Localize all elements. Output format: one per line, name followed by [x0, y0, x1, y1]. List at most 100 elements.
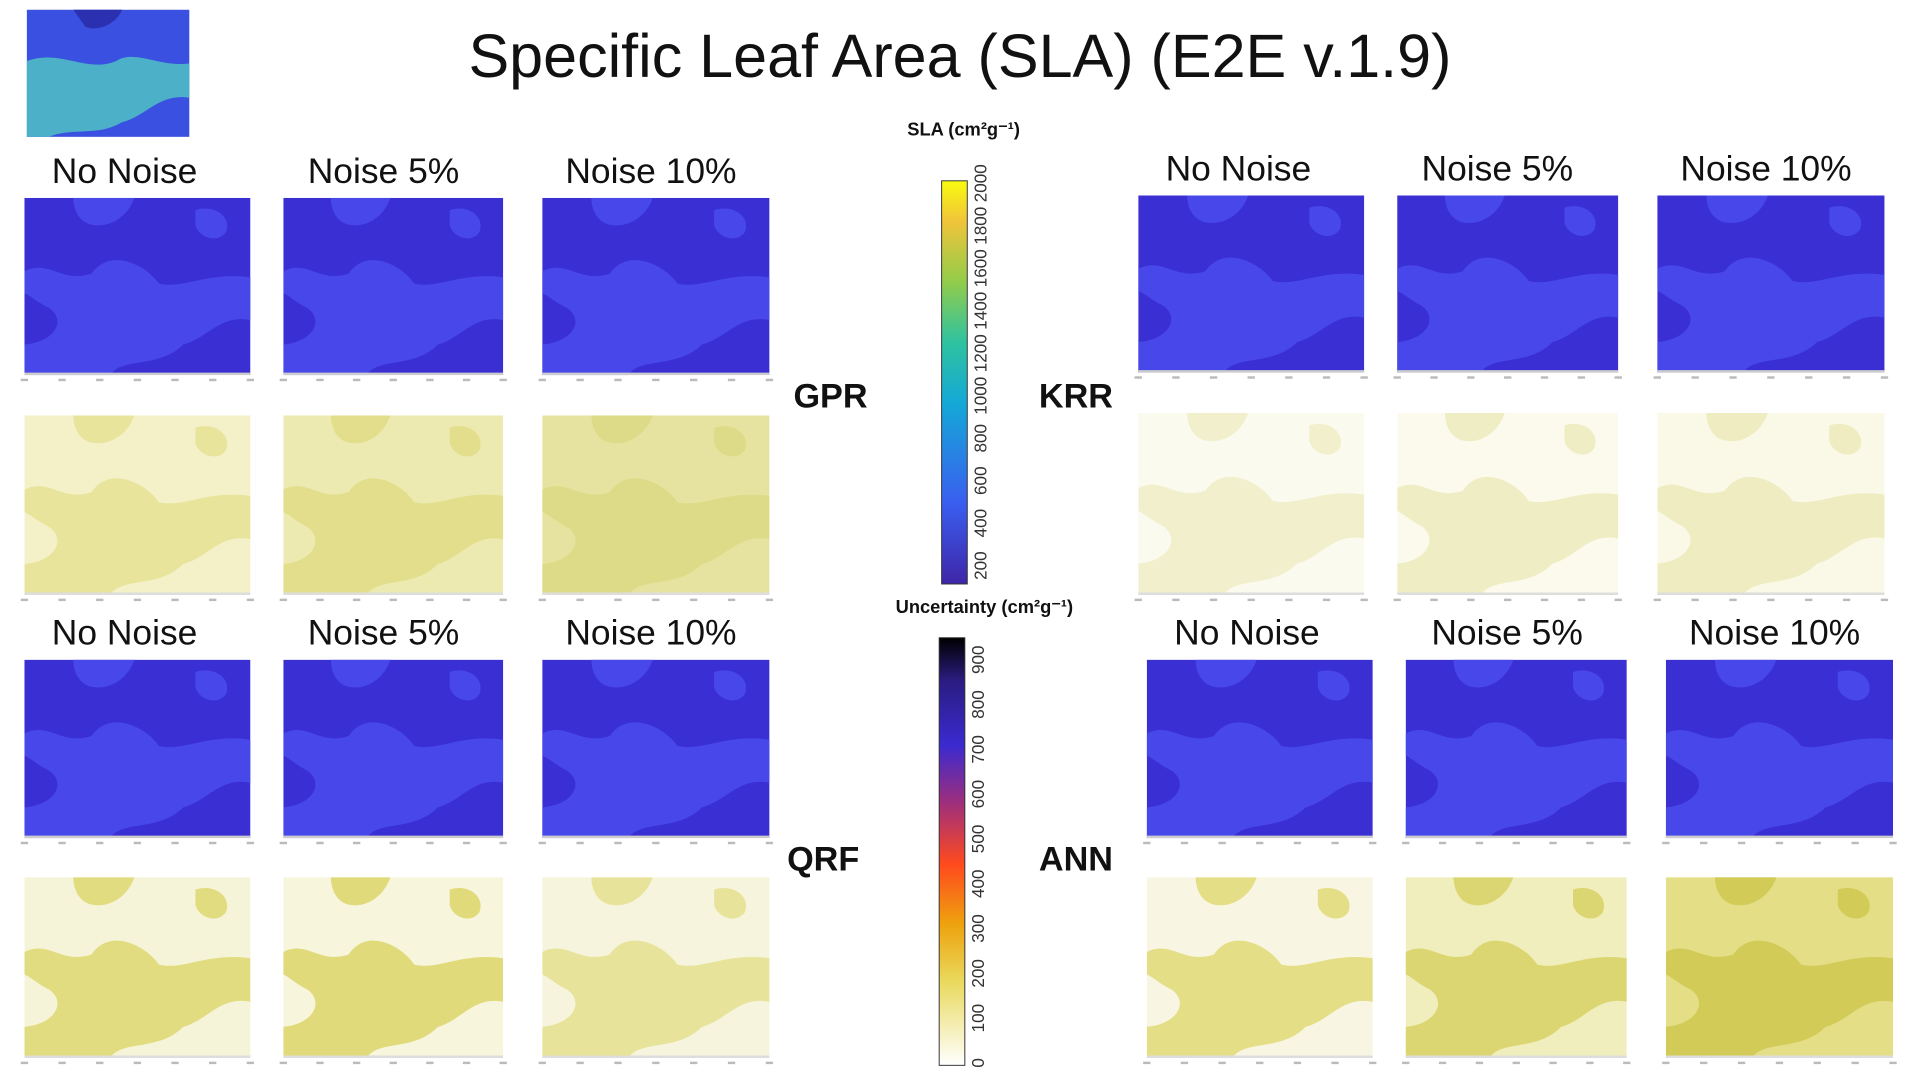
- sla-map: [24, 659, 251, 839]
- axis-tick: [1842, 376, 1851, 379]
- column-header: Noise 10%: [565, 613, 736, 653]
- sla-map: [24, 197, 251, 376]
- axis-tick: [20, 598, 29, 602]
- axis-tick: [1586, 841, 1594, 845]
- axis-tick: [690, 841, 698, 845]
- column-header: Noise 5%: [308, 613, 460, 653]
- axis-tick: [727, 378, 736, 382]
- axis-tick: [426, 1061, 434, 1065]
- axis-tick: [1549, 841, 1557, 845]
- axis-tick: [1402, 1061, 1410, 1065]
- axis-tick: [690, 1061, 698, 1065]
- axis-tick: [1293, 841, 1302, 845]
- axis-tick: [499, 378, 507, 382]
- column-header: Noise 10%: [1689, 613, 1860, 653]
- axis-tick: [1180, 1061, 1189, 1065]
- colorbar-tick-label: 800: [969, 690, 988, 719]
- colorbar-tick-label: 400: [969, 869, 988, 898]
- colorbar-tick-label: 1400: [971, 292, 990, 330]
- method-label: ANN: [1039, 840, 1113, 878]
- axis-tick: [1577, 376, 1586, 379]
- axis-tick: [1218, 841, 1226, 845]
- axis-tick: [171, 378, 179, 382]
- axis-tick: [1360, 376, 1368, 379]
- axis-tick: [1775, 1061, 1784, 1065]
- axis-tick: [462, 1061, 471, 1065]
- colorbar-tick-label: 300: [969, 914, 988, 943]
- axis-tick: [171, 1061, 179, 1065]
- axis-tick: [1467, 598, 1475, 602]
- colorbar-label: SLA (cm²g⁻¹): [907, 119, 1020, 140]
- axis-tick: [96, 841, 104, 845]
- axis-tick: [1813, 1061, 1821, 1065]
- sla-map: [283, 197, 504, 376]
- uncertainty-map: [1657, 412, 1885, 595]
- axis-tick: [171, 598, 179, 602]
- column-header: Noise 10%: [565, 151, 736, 191]
- colorbar-tick-label: 600: [971, 466, 990, 495]
- colorbar-tick-label: 0: [969, 1058, 988, 1068]
- axis-tick: [576, 378, 584, 382]
- axis-tick: [1369, 841, 1377, 845]
- axis-tick: [1430, 598, 1438, 602]
- axis-tick: [1256, 1061, 1264, 1065]
- colorbar-tick-label: 2000: [971, 164, 990, 202]
- axis-tick: [1540, 598, 1549, 602]
- axis-tick: [1360, 598, 1368, 602]
- axis-tick: [652, 378, 660, 382]
- axis-tick: [1614, 376, 1622, 379]
- colorbar-tick-label: 200: [969, 959, 988, 988]
- sla-map: [1146, 659, 1373, 839]
- axis-tick: [1438, 841, 1447, 845]
- axis-tick: [690, 598, 698, 602]
- axis-tick: [389, 841, 397, 845]
- axis-tick: [58, 1061, 66, 1065]
- uncertainty-map: [542, 415, 770, 595]
- axis-tick: [538, 378, 546, 382]
- axis-tick: [538, 1061, 546, 1065]
- axis-tick: [1662, 841, 1670, 845]
- axis-tick: [1775, 841, 1784, 845]
- axis-tick: [209, 378, 217, 382]
- axis-tick: [1504, 376, 1512, 379]
- axis-tick: [1805, 376, 1813, 379]
- axis-tick: [765, 1061, 774, 1065]
- axis-tick: [1737, 841, 1746, 845]
- axis-tick: [1540, 376, 1549, 379]
- uncertainty-map: [1146, 877, 1373, 1059]
- axis-tick: [246, 841, 255, 845]
- colorbar-tick-label: 400: [971, 509, 990, 538]
- axis-tick: [462, 378, 471, 382]
- axis-tick: [1504, 598, 1512, 602]
- colorbar-tick-label: 1600: [971, 249, 990, 287]
- axis-tick: [316, 1061, 324, 1065]
- axis-tick: [352, 378, 361, 382]
- colorbar-tick-label: 100: [969, 1004, 988, 1033]
- axis-tick: [1467, 376, 1475, 379]
- axis-tick: [171, 841, 179, 845]
- axis-tick: [133, 841, 142, 845]
- axis-tick: [246, 378, 255, 382]
- colorbar-tick-label: 800: [971, 424, 990, 453]
- axis-tick: [576, 841, 584, 845]
- axis-tick: [652, 1061, 660, 1065]
- axis-tick: [389, 378, 397, 382]
- axis-tick: [1134, 598, 1142, 602]
- axis-tick: [20, 378, 29, 382]
- axis-tick: [1402, 841, 1410, 845]
- axis-tick: [279, 1061, 288, 1065]
- axis-tick: [1691, 598, 1699, 602]
- axis-tick: [1512, 841, 1520, 845]
- axis-tick: [58, 598, 66, 602]
- axis-tick: [690, 378, 698, 382]
- axis-tick: [652, 841, 660, 845]
- axis-tick: [1475, 841, 1484, 845]
- axis-tick: [1700, 841, 1708, 845]
- column-header: Noise 10%: [1680, 148, 1851, 188]
- axis-tick: [1851, 1061, 1859, 1065]
- axis-tick: [279, 841, 288, 845]
- axis-tick: [538, 841, 546, 845]
- colorbar-tick-label: 1000: [971, 377, 990, 415]
- axis-tick: [499, 598, 507, 602]
- sla-map: [1657, 195, 1885, 373]
